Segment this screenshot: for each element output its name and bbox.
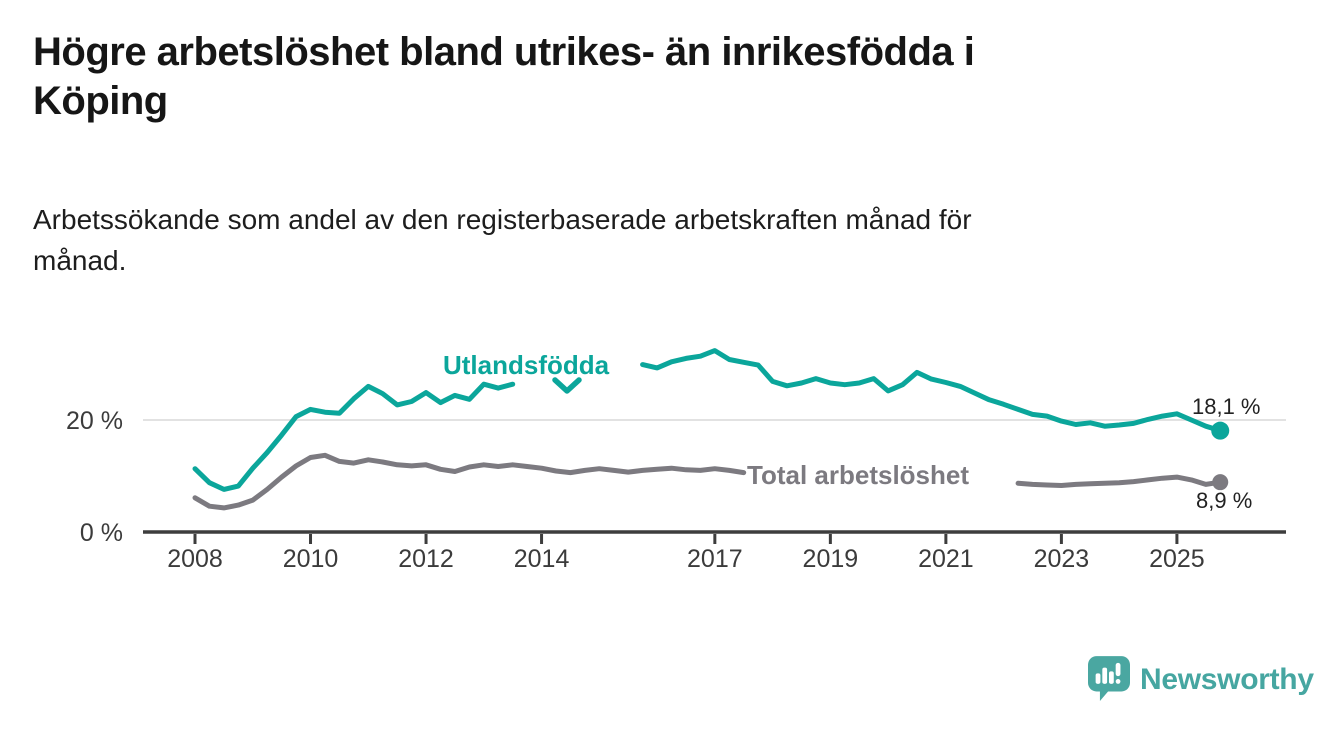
x-axis-label-2014: 2014 xyxy=(514,545,570,573)
y-axis-label-20: 20 % xyxy=(66,407,123,435)
x-axis-label-2021: 2021 xyxy=(918,545,974,573)
x-axis-label-2023: 2023 xyxy=(1034,545,1090,573)
page-title-line-2: Köping xyxy=(33,79,168,123)
series-label-utlandsfodda: Utlandsfödda xyxy=(443,350,610,380)
x-axis-label-2017: 2017 xyxy=(687,545,743,573)
newsworthy-bubble-chart-icon xyxy=(1088,656,1130,701)
end-dot-utlandsfodda xyxy=(1211,421,1230,440)
end-value-utlandsfodda: 18,1 % xyxy=(1192,394,1261,419)
page-title: Högre arbetslöshet bland utrikes- än inr… xyxy=(33,28,1263,126)
x-axis-label-2010: 2010 xyxy=(283,545,339,573)
x-axis-label-2019: 2019 xyxy=(803,545,859,573)
x-axis-label-2008: 2008 xyxy=(167,545,223,573)
newsworthy-logo: Newsworthy xyxy=(1088,656,1314,704)
y-axis-label-0: 0 % xyxy=(80,519,123,547)
chevron-down-icon xyxy=(551,377,583,395)
x-axis-label-2025: 2025 xyxy=(1149,545,1205,573)
chart-subtitle: Arbetssökande som andel av den registerb… xyxy=(33,199,1263,281)
series-label-total-arbetsloshet: Total arbetslöshet xyxy=(747,460,970,490)
chart-subtitle-line-1: Arbetssökande som andel av den registerb… xyxy=(33,204,972,235)
end-dot-total xyxy=(1212,474,1229,491)
line-utlandsfodda xyxy=(192,348,1223,492)
newsworthy-logo-text: Newsworthy xyxy=(1140,663,1314,696)
line-total xyxy=(192,452,1223,511)
x-axis-label-2012: 2012 xyxy=(398,545,454,573)
page-title-line-1: Högre arbetslöshet bland utrikes- än inr… xyxy=(33,30,975,74)
chart-subtitle-line-2: månad. xyxy=(33,245,127,276)
end-value-total: 8,9 % xyxy=(1196,488,1253,513)
